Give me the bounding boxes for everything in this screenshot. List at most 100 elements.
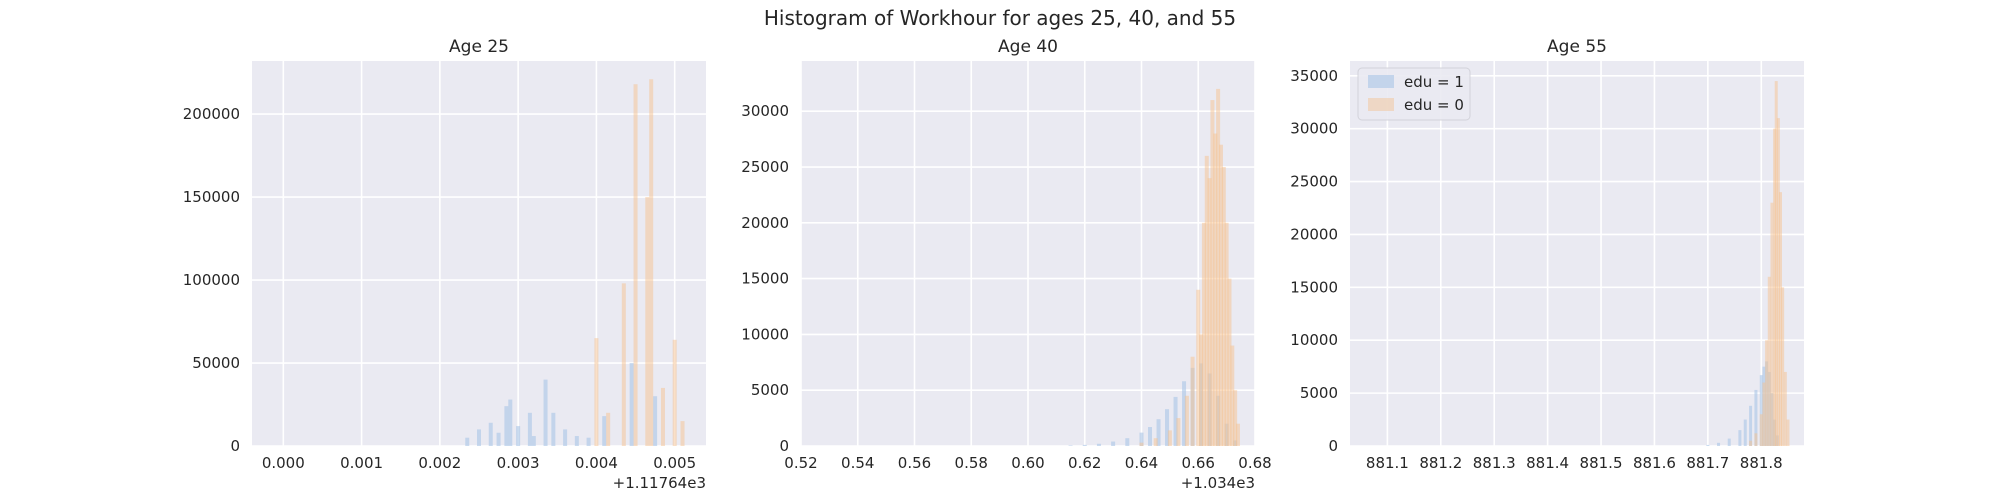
histogram-bar-edu-1 [527,412,532,446]
histogram-bar-edu-1 [531,436,536,446]
histogram-bar-edu-0 [1230,345,1235,446]
x-tick-label: 0.000 [262,454,305,472]
histogram-bar-edu-0 [1201,222,1206,446]
y-tick-label: 10000 [741,325,789,343]
x-tick-label: 0.005 [653,454,696,472]
histogram-bar-edu-0 [1227,278,1232,446]
histogram-bar-edu-1 [496,432,501,446]
y-tick-label: 200000 [183,105,240,123]
y-tick-label: 5000 [1300,384,1338,402]
figure-suptitle: Histogram of Workhour for ages 25, 40, a… [764,6,1236,30]
x-tick-label: 881.1 [1366,454,1409,472]
histogram-bar-edu-1 [1165,409,1170,446]
histogram-bar-edu-1 [1759,375,1763,446]
histogram-bar-edu-1 [1068,445,1073,446]
panel-age-55: 881.1 881.2 881.3 881.4 881.5 881.6 881.7 881.8… [1290,37,1804,472]
histogram-bar-edu-1 [1717,442,1721,446]
histogram-bar-edu-1 [477,429,481,446]
histogram-bar-edu-1 [1156,419,1161,446]
x-tick-label: 881.3 [1473,454,1516,472]
histogram-bar-edu-0 [1770,202,1774,446]
y-tick-label: 0 [230,437,240,455]
histogram-bar-edu-1 [1096,443,1101,446]
x-tick-label: 881.5 [1580,454,1623,472]
histogram-bar-edu-0 [621,283,626,446]
histogram-bar-edu-1 [1082,444,1087,446]
histogram-bar-edu-1 [629,363,634,446]
x-tick-label: 881.2 [1419,454,1462,472]
histogram-bar-edu-1 [1738,430,1742,446]
histogram-bar-edu-0 [1783,371,1787,446]
histogram-bar-edu-0 [1754,433,1758,446]
histogram-bar-edu-0 [1786,419,1790,446]
y-tick-label: 20000 [1290,225,1338,243]
histogram-bar-edu-0 [1235,423,1240,446]
y-tick-label: 0 [779,437,789,455]
y-tick-label: 5000 [751,381,789,399]
histogram-bar-edu-0 [1773,128,1777,446]
x-tick-label: 0.68 [1238,454,1271,472]
histogram-bar-edu-0 [660,387,665,446]
y-tick-label: 25000 [1290,173,1338,191]
y-tick-label: 100000 [183,271,240,289]
x-tick-label: 0.64 [1125,454,1158,472]
histogram-bar-edu-1 [1706,444,1710,446]
panel-age-55-background [1350,61,1804,446]
histogram-bar-edu-0 [1749,440,1753,446]
y-tick-label: 15000 [1290,278,1338,296]
histogram-bar-edu-0 [1224,222,1229,446]
histogram-bar-edu-1 [1727,438,1731,446]
histogram-bar-edu-0 [1167,430,1172,446]
histogram-bar-edu-0 [594,338,599,446]
x-tick-label: 881.8 [1740,454,1783,472]
legend-label-edu-1: edu = 1 [1404,73,1464,91]
x-tick-label: 0.60 [1011,454,1044,472]
histogram-bar-edu-0 [1196,289,1201,446]
x-tick-label: 0.56 [898,454,931,472]
x-tick-label: 0.002 [418,454,461,472]
histogram-bar-edu-0 [1774,81,1778,446]
panel-age-40-x-offset-label: +1.034e3 [1181,474,1255,492]
y-tick-label: 150000 [183,188,240,206]
x-tick-label: 0.62 [1068,454,1101,472]
histogram-bar-edu-0 [1218,144,1223,446]
histogram-bar-edu-0 [1759,414,1763,446]
histogram-bar-edu-0 [1210,100,1215,446]
x-tick-label: 881.6 [1633,454,1676,472]
panel-age-25-background [252,61,706,446]
histogram-bar-edu-0 [1221,167,1226,446]
histogram-bar-edu-1 [1743,419,1747,446]
histogram-bar-edu-1 [1182,381,1187,446]
legend-swatch-edu-1 [1368,75,1394,88]
y-tick-label: 30000 [1290,120,1338,138]
histogram-bar-edu-0 [606,412,611,446]
y-tick-label: 0 [1328,437,1338,455]
histogram-bar-edu-1 [1139,432,1144,446]
histogram-bar-edu-1 [1749,405,1753,446]
panel-age-40: 0.52 0.54 0.56 0.58 0.60 0.62 0.64 0.66 0.68 0 500… [741,37,1271,492]
y-tick-label: 15000 [741,270,789,288]
x-tick-label: 0.54 [841,454,874,472]
histogram-bar-edu-0 [1139,442,1144,446]
x-tick-label: 881.4 [1526,454,1569,472]
histogram-bar-edu-0 [649,79,654,447]
histogram-bar-edu-0 [680,421,685,446]
histogram-bar-edu-1 [574,436,579,446]
histogram-bar-edu-0 [1153,438,1158,446]
histogram-bar-edu-1 [653,396,658,446]
y-tick-label: 30000 [741,102,789,120]
histogram-bar-edu-1 [516,426,521,446]
x-tick-label: 0.001 [340,454,383,472]
histogram-bar-edu-1 [543,379,548,446]
histogram-bar-edu-0 [1765,340,1769,446]
histogram-bar-edu-0 [1176,418,1181,446]
histogram-bar-edu-1 [563,429,568,446]
histogram-bar-edu-0 [1778,192,1782,446]
histogram-bar-edu-1 [1125,438,1130,446]
histogram-bar-edu-0 [1190,356,1195,446]
histogram-bar-edu-0 [1233,390,1238,446]
histogram-bar-edu-0 [1776,118,1780,446]
histogram-bar-edu-0 [1199,334,1204,446]
histogram-bar-edu-0 [1184,395,1189,446]
